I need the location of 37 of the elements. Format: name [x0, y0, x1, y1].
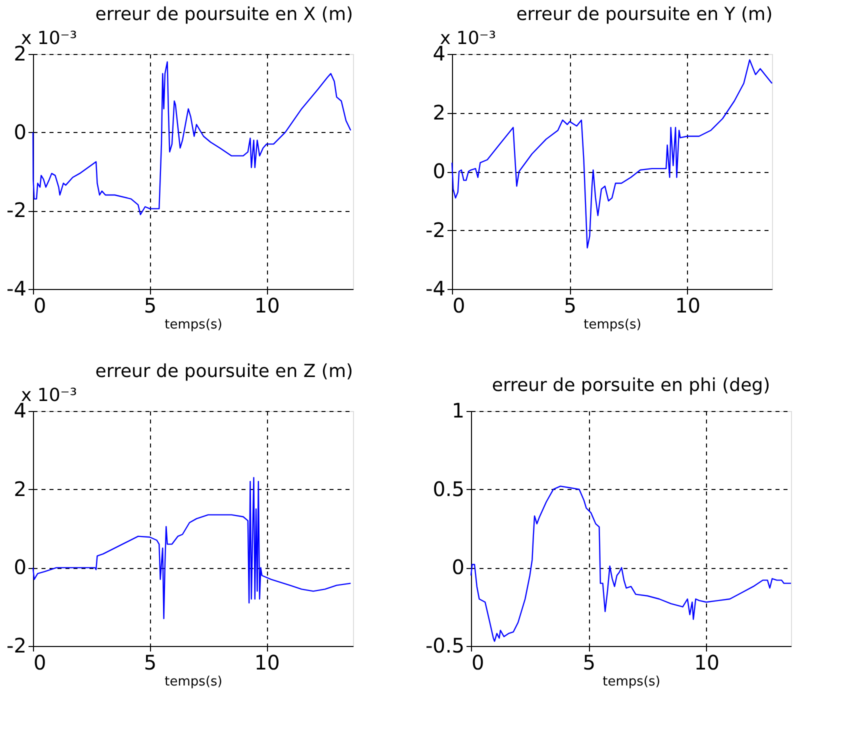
x-tick-label: 5 — [144, 294, 157, 318]
x-tick-label: 10 — [675, 294, 701, 318]
y-tick-label: -2 — [6, 634, 26, 658]
y-tick-label: -2 — [426, 218, 446, 242]
y-tick-label: 0 — [14, 120, 26, 144]
x-tick-label: 10 — [694, 650, 720, 674]
y-tick-label: -2 — [6, 198, 26, 222]
y-tick-label: -4 — [426, 276, 446, 300]
x-tick-label: 5 — [564, 294, 577, 318]
x-axis-title: temps(s) — [584, 318, 642, 332]
y-tick-label: -4 — [6, 276, 26, 300]
x-tick-label: 5 — [144, 650, 157, 674]
chart-title: erreur de poursuite en Y (m) — [516, 4, 773, 25]
line-series — [451, 59, 773, 248]
y-tick-label: 0 — [452, 555, 464, 580]
y-tick-label: -0.5 — [425, 634, 464, 658]
y-tick-label: 0.5 — [432, 476, 464, 501]
line-series — [32, 476, 352, 620]
x-axis-title: temps(s) — [164, 674, 222, 690]
chart-title: erreur de poursuite en Z (m) — [95, 361, 353, 382]
x-tick-label: 0 — [34, 294, 46, 318]
x-axis-title: temps(s) — [602, 674, 660, 690]
x-tick-label: 10 — [254, 650, 280, 674]
x-axis-title: temps(s) — [164, 318, 222, 332]
y-tick-label: 0 — [14, 555, 26, 580]
chart-title: erreur de porsuite en phi (deg) — [492, 375, 770, 396]
chart-title: erreur de poursuite en X (m) — [95, 4, 353, 25]
y-tick-label: 1 — [452, 398, 464, 422]
line-series — [470, 486, 792, 642]
y-tick-label: 2 — [14, 476, 26, 501]
x-tick-label: 5 — [582, 650, 596, 674]
y-tick-label: 0 — [432, 159, 446, 183]
x-tick-label: 0 — [34, 650, 46, 674]
x-tick-label: 0 — [472, 650, 484, 674]
x-tick-label: 10 — [254, 294, 280, 318]
line-series — [32, 61, 352, 216]
y-tick-label: 2 — [432, 100, 446, 124]
